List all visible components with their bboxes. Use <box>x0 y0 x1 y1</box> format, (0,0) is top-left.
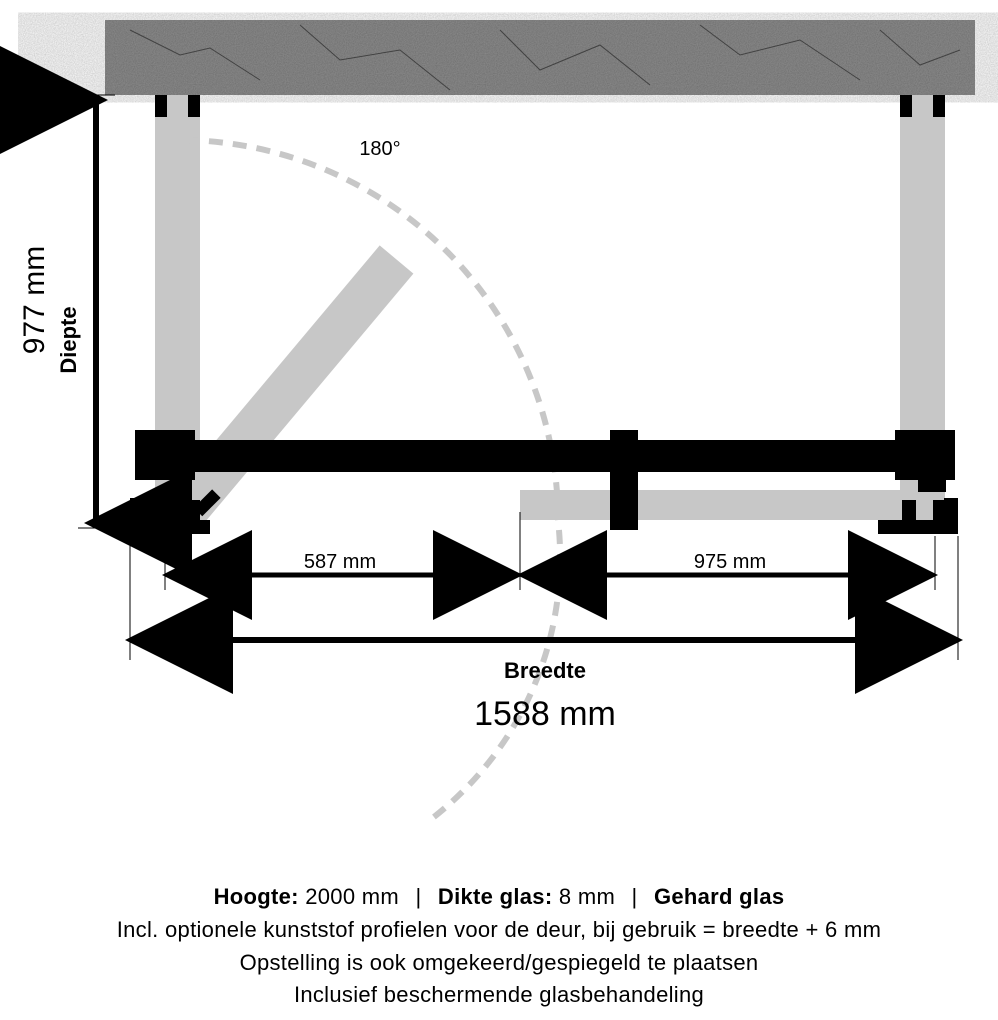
dikte-value: 8 mm <box>559 884 615 909</box>
dim-segments: 587 mm 975 mm <box>165 512 935 590</box>
hoogte-value: 2000 mm <box>305 884 399 909</box>
front-fixed-panel <box>520 490 920 520</box>
width-label: Breedte <box>504 658 586 683</box>
dikte-label: Dikte glas: <box>438 884 553 909</box>
spec-caption: Hoogte: 2000 mm | Dikte glas: 8 mm | Geh… <box>0 880 998 1013</box>
caption-line-2: Incl. optionele kunststof profielen voor… <box>0 915 998 946</box>
dim-width: Breedte 1588 mm <box>130 536 958 733</box>
wall-texture <box>105 20 975 95</box>
width-value: 1588 mm <box>474 695 616 733</box>
caption-line-3: Opstelling is ook omgekeerd/gespiegeld t… <box>0 948 998 979</box>
page-root: Diepte 977 mm 180° 587 mm 975 mm Breedte… <box>0 0 998 1020</box>
depth-label: Diepte <box>56 306 81 373</box>
top-rail <box>135 440 955 472</box>
technical-diagram: Diepte 977 mm 180° 587 mm 975 mm Breedte… <box>0 0 998 860</box>
hoogte-label: Hoogte: <box>214 884 299 909</box>
dim-depth: Diepte 977 mm <box>18 95 115 528</box>
caption-line-4: Inclusief beschermende glasbehandeling <box>0 980 998 1011</box>
seg-left-label: 587 mm <box>304 551 376 573</box>
depth-value: 977 mm <box>18 246 51 354</box>
gehard-label: Gehard glas <box>654 884 784 909</box>
seg-right-label: 975 mm <box>694 551 766 573</box>
caption-line-1: Hoogte: 2000 mm | Dikte glas: 8 mm | Geh… <box>0 882 998 913</box>
swing-angle-label: 180° <box>359 138 400 160</box>
